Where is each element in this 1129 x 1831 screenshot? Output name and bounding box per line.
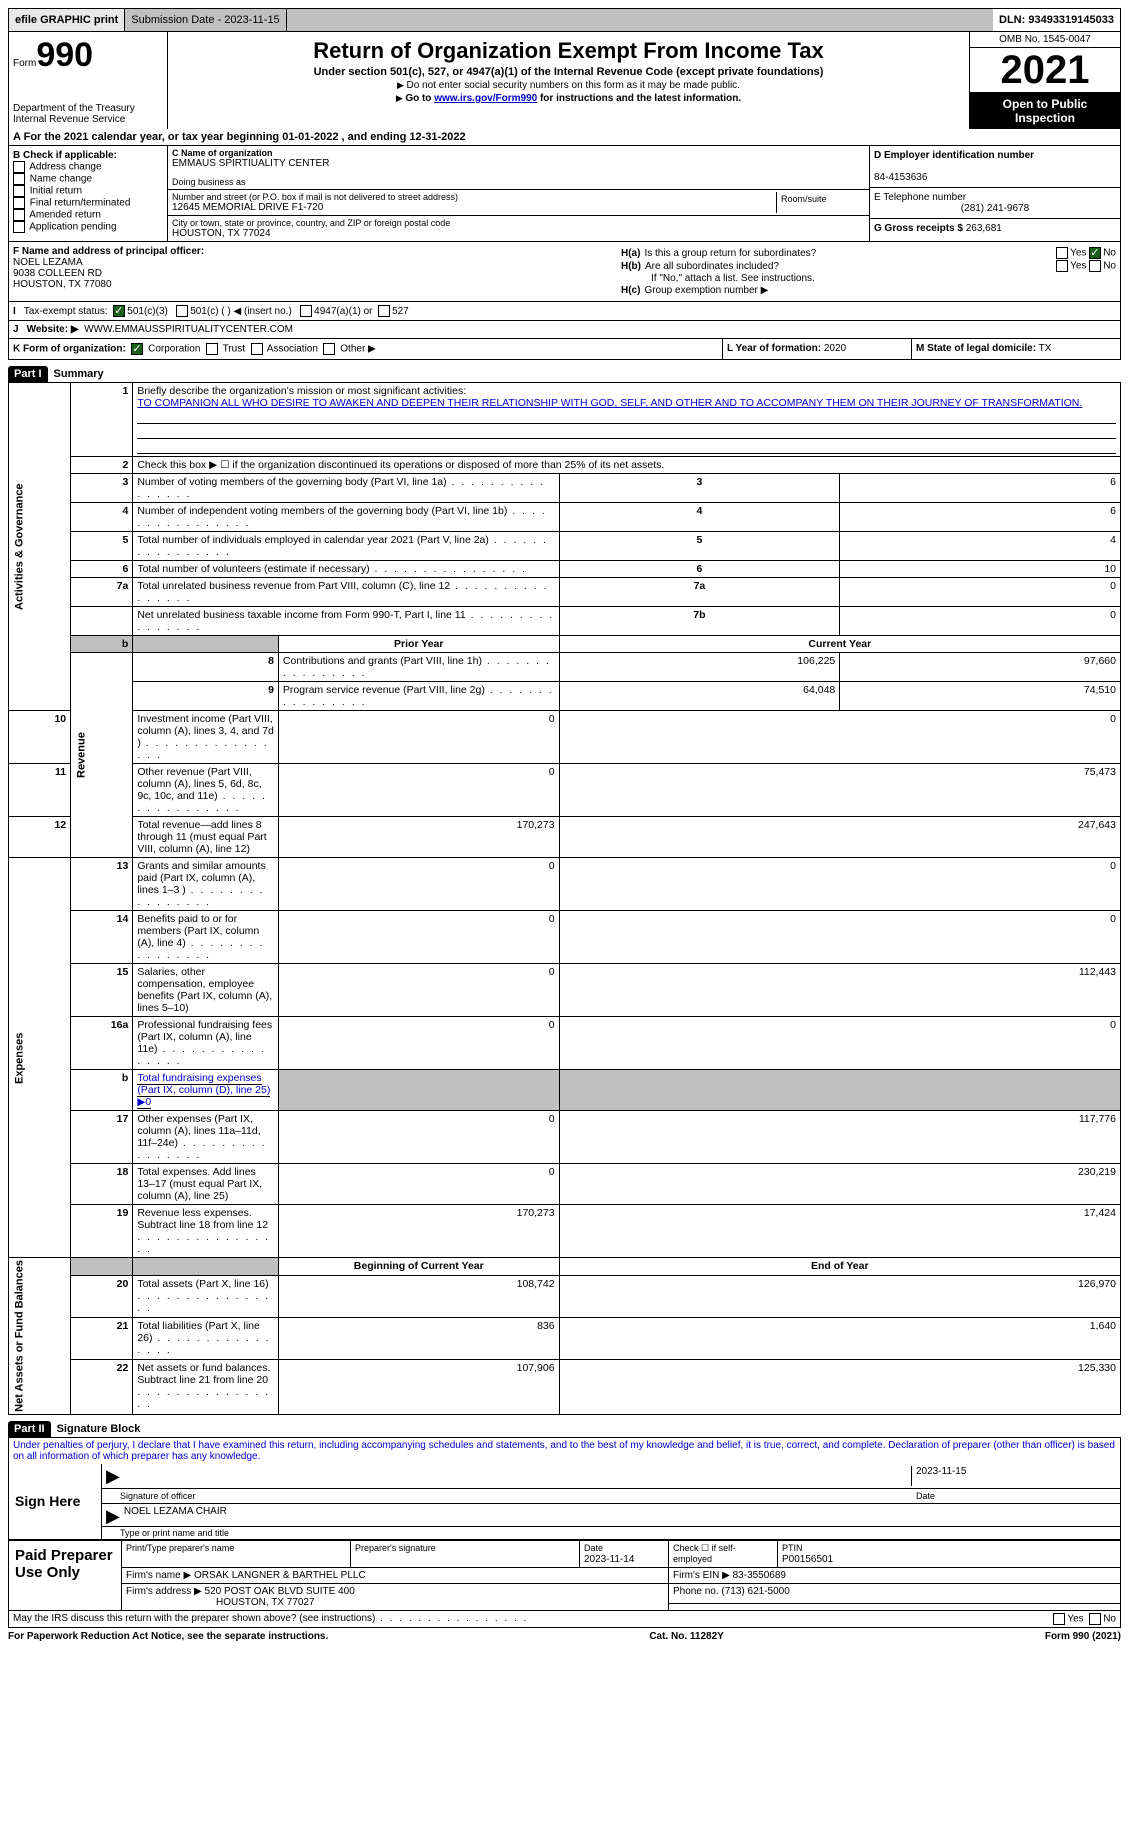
side-netassets: Net Assets or Fund Balances [9,1258,71,1415]
dln: DLN: 93493319145033 [993,9,1120,31]
top-bar: efile GRAPHIC print Submission Date - 20… [8,8,1121,32]
may-irs-row: May the IRS discuss this return with the… [8,1611,1121,1628]
goto-note: Go to www.irs.gov/Form990 for instructio… [172,93,965,104]
form-header: Form990 Department of the Treasury Inter… [8,32,1121,129]
omb-number: OMB No. 1545-0047 [970,32,1120,48]
ein-box: D Employer identification number 84-4153… [870,146,1120,188]
irs-link[interactable]: www.irs.gov/Form990 [434,93,537,104]
part1-header: Part ISummary [8,360,1121,382]
ssn-note: Do not enter social security numbers on … [172,80,965,91]
paid-preparer-label: Paid Preparer Use Only [9,1540,122,1610]
line-j: J Website: ▶ WWW.EMMAUSSPIRITUALITYCENTE… [8,321,1121,339]
klm-row: K Form of organization: Corporation Trus… [8,339,1121,360]
paid-preparer-table: Paid Preparer Use Only Print/Type prepar… [8,1540,1121,1611]
page-footer: For Paperwork Reduction Act Notice, see … [8,1628,1121,1645]
line-i: I Tax-exempt status: 501(c)(3) 501(c) ( … [8,302,1121,321]
perjury-declaration: Under penalties of perjury, I declare th… [8,1437,1121,1464]
summary-table: Activities & Governance 1 Briefly descri… [8,382,1121,1415]
sign-here-label: Sign Here [9,1464,102,1539]
mission-text: TO COMPANION ALL WHO DESIRE TO AWAKEN AN… [137,397,1082,409]
address-box: Number and street (or P.O. box if mail i… [168,190,869,216]
form-number: Form990 [13,36,163,75]
gross-receipts: G Gross receipts $ 263,681 [870,219,1120,238]
tax-year: 2021 [970,48,1120,93]
open-inspection: Open to Public Inspection [970,93,1120,129]
phone-box: E Telephone number (281) 241-9678 [870,188,1120,219]
part2-header: Part IISignature Block [8,1415,1121,1437]
side-expenses: Expenses [9,858,71,1258]
signature-block: Sign Here ▶ 2023-11-15 Signature of offi… [8,1464,1121,1540]
form-title: Return of Organization Exempt From Incom… [172,38,965,64]
efile-print-button[interactable]: efile GRAPHIC print [9,9,125,31]
section-b: B Check if applicable: Address change Na… [9,146,168,241]
dept-treasury: Department of the Treasury Internal Reve… [13,103,163,125]
side-ag: Activities & Governance [9,383,71,711]
form-subtitle: Under section 501(c), 527, or 4947(a)(1)… [172,66,965,78]
line-a: A For the 2021 calendar year, or tax yea… [8,129,1121,146]
header-grid: B Check if applicable: Address change Na… [8,146,1121,242]
org-name-box: C Name of organization EMMAUS SPIRTIUALI… [168,146,869,190]
submission-date: Submission Date - 2023-11-15 [125,9,286,31]
city-box: City or town, state or province, country… [168,216,869,241]
side-revenue: Revenue [71,653,133,858]
fgh-row: F Name and address of principal officer:… [8,242,1121,302]
